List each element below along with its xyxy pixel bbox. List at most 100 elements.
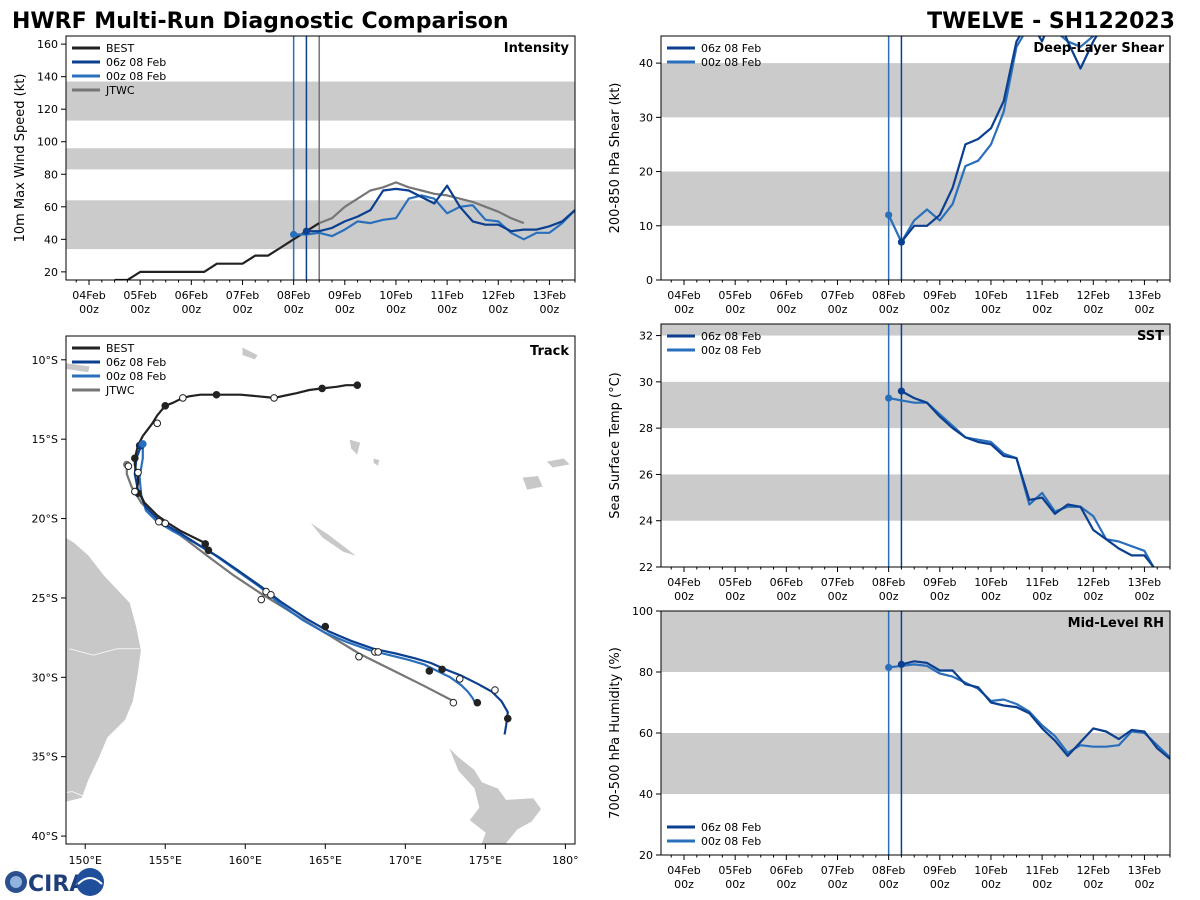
panel-title: Intensity	[504, 41, 570, 56]
x-tick-date: 06Feb	[770, 864, 803, 877]
x-tick-hour: 00z	[776, 590, 796, 603]
x-tick-hour: 00z	[386, 303, 406, 316]
track-point-best	[204, 546, 213, 555]
state-border-qld-nsw	[69, 648, 140, 656]
x-tick-date: 05Feb	[718, 864, 751, 877]
x-tick-hour: 00z	[828, 303, 848, 316]
y-tick-label: 32	[639, 330, 653, 343]
series-start-marker-run06	[897, 387, 906, 395]
x-tick-hour: 00z	[776, 878, 796, 891]
x-tick-hour: 00z	[725, 303, 745, 316]
fiji-vanua-levu-land	[545, 457, 571, 469]
series-line-run06	[900, 390, 1155, 567]
x-tick-date: 07Feb	[821, 289, 854, 302]
x-tick-date: 07Feb	[821, 576, 854, 589]
y-tick-label: 30	[639, 376, 653, 389]
figure-title: HWRF Multi-Run Diagnostic Comparison	[12, 9, 509, 34]
legend-label-best: BEST	[106, 342, 134, 355]
y-tick-label: 15°S	[32, 433, 58, 446]
track-point-jtwc	[491, 686, 499, 694]
new-caledonia-land	[309, 521, 358, 557]
y-axis-label: 10m Max Wind Speed (kt)	[13, 74, 28, 243]
sst-panel: 22242628303204Feb00z05Feb00z06Feb00z07Fe…	[608, 323, 1171, 603]
x-tick-hour: 00z	[879, 303, 899, 316]
y-tick-label: 80	[44, 168, 58, 181]
series-line-jtwc	[318, 181, 525, 225]
x-tick-date: 11Feb	[1025, 576, 1058, 589]
y-tick-label: 25°S	[32, 592, 58, 605]
x-tick-hour: 00z	[674, 878, 694, 891]
track-point-jtwc	[455, 675, 464, 683]
vanuatu-land	[348, 438, 361, 456]
y-tick-label: 40	[639, 788, 653, 801]
x-tick-date: 10Feb	[974, 864, 1007, 877]
x-tick-date: 09Feb	[923, 576, 956, 589]
track-point-best	[321, 622, 330, 631]
series-line-run06	[901, 660, 1170, 760]
y-tick-label: 40	[44, 233, 58, 246]
x-tick-hour: 00z	[130, 303, 150, 316]
x-tick-date: 11Feb	[1025, 864, 1058, 877]
track-point-jtwc	[257, 595, 266, 604]
series-line-run06	[306, 184, 575, 233]
partner-logo-icon	[76, 868, 104, 896]
threshold-band-0	[661, 733, 1170, 794]
x-tick-date: 04Feb	[72, 289, 105, 302]
series-start-marker-run06	[897, 660, 906, 668]
x-tick-label: 175°E	[469, 854, 502, 867]
y-tick-label: 20°S	[32, 513, 58, 526]
plot-area	[661, 36, 1170, 280]
shear-panel: 01020304004Feb00z05Feb00z06Feb00z07Feb00…	[608, 35, 1171, 316]
threshold-band-0	[661, 474, 1170, 521]
vanuatu-small-land	[372, 457, 381, 467]
track-point-best	[134, 468, 142, 477]
y-tick-label: 30°S	[32, 671, 58, 684]
threshold-band-1	[661, 381, 1170, 429]
x-tick-hour: 00z	[1135, 590, 1155, 603]
plot-frame	[660, 323, 1171, 568]
y-axis-label: 700-500 hPa Humidity (%)	[608, 647, 623, 819]
x-tick-date: 13Feb	[1128, 289, 1161, 302]
legend-label-jtwc: JTWC	[105, 84, 135, 97]
x-tick-hour: 00z	[1032, 590, 1052, 603]
intensity-panel: 2040608010012014016004Feb00z05Feb00z06Fe…	[13, 35, 576, 316]
x-tick-hour: 00z	[981, 590, 1001, 603]
x-tick-hour: 00z	[776, 303, 796, 316]
series-line-run00	[293, 194, 575, 241]
x-tick-hour: 00z	[674, 590, 694, 603]
x-tick-date: 04Feb	[667, 864, 700, 877]
x-tick-hour: 00z	[1135, 303, 1155, 316]
plot-area	[661, 611, 1170, 855]
legend-label-run06: 06z 08 Feb	[701, 330, 761, 343]
x-tick-hour: 00z	[879, 878, 899, 891]
x-tick-date: 13Feb	[533, 289, 566, 302]
x-tick-date: 12Feb	[1077, 289, 1110, 302]
plot-frame	[65, 335, 576, 845]
y-tick-label: 20	[44, 266, 58, 279]
panel-title: Track	[530, 344, 569, 359]
series-start-marker-run06	[897, 238, 906, 246]
x-tick-hour: 00z	[981, 878, 1001, 891]
x-tick-hour: 00z	[437, 303, 457, 316]
plot-area	[66, 36, 575, 280]
threshold-band-0	[661, 171, 1170, 226]
x-tick-date: 08Feb	[277, 289, 310, 302]
x-tick-date: 13Feb	[1128, 864, 1161, 877]
x-tick-date: 06Feb	[770, 289, 803, 302]
series-line-run00	[887, 36, 1096, 244]
x-tick-date: 11Feb	[430, 289, 463, 302]
x-tick-date: 11Feb	[1025, 289, 1058, 302]
x-tick-date: 05Feb	[718, 289, 751, 302]
x-tick-hour: 00z	[488, 303, 508, 316]
x-tick-hour: 00z	[879, 590, 899, 603]
track-point-best	[425, 667, 434, 675]
y-tick-label: 24	[639, 515, 653, 528]
track-point-jtwc	[155, 517, 163, 526]
png-tip-land	[66, 362, 91, 373]
x-tick-date: 07Feb	[226, 289, 259, 302]
track-line-best	[133, 384, 358, 551]
legend-label-best: BEST	[106, 42, 134, 55]
x-tick-date: 04Feb	[667, 576, 700, 589]
legend-label-run06: 06z 08 Feb	[106, 56, 166, 69]
plot-frame	[65, 35, 576, 281]
